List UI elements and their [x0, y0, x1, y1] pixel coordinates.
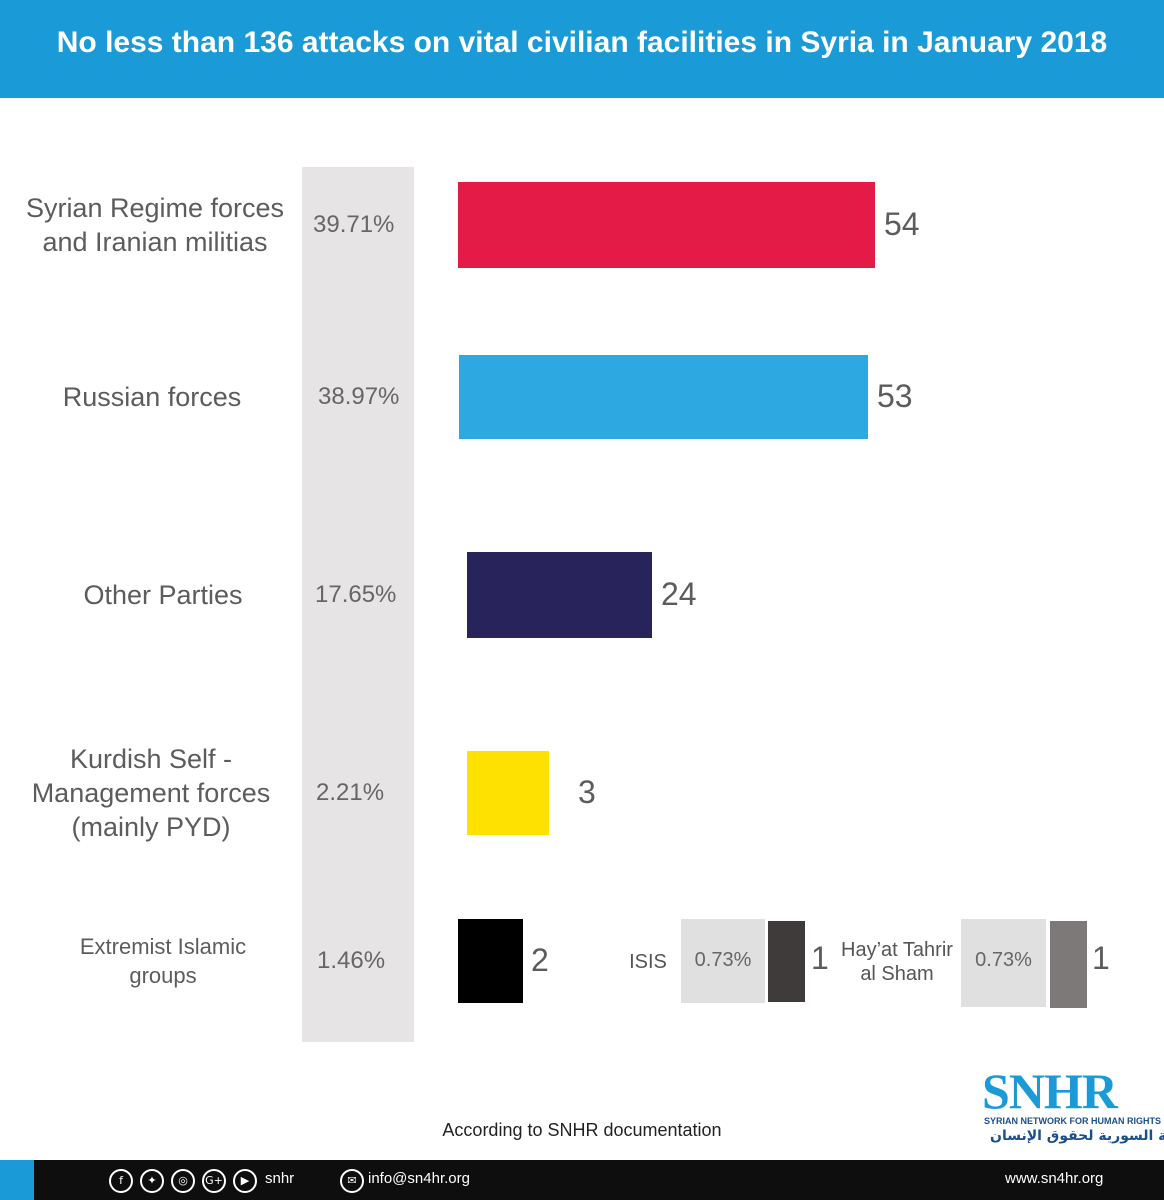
breakdown-value-label: 1	[1092, 940, 1110, 976]
email-link[interactable]: info@sn4hr.org	[368, 1170, 470, 1187]
percentage-label: 2.21%	[316, 779, 385, 806]
facebook-icon[interactable]: f	[109, 1169, 133, 1193]
category-label-line: and Iranian militias	[42, 227, 268, 257]
breakdown-percentage-box: 0.73%	[961, 919, 1046, 1007]
category-label-line: Kurdish Self -	[69, 744, 233, 774]
social-handle[interactable]: snhr	[265, 1170, 295, 1187]
email-icon: ✉	[340, 1169, 364, 1193]
breakdown-percentage: 0.73%	[694, 949, 752, 971]
twitter-icon[interactable]: ✦	[140, 1169, 164, 1193]
percentage-label: 1.46%	[317, 947, 386, 974]
value-label: 3	[578, 774, 596, 810]
category-label-line: Syrian Regime forces	[25, 193, 285, 223]
breakdown-label: Hay’at Tahrir al Sham	[832, 938, 962, 986]
category-label: Russian forces	[2, 380, 302, 414]
bar	[467, 552, 652, 638]
bar	[467, 751, 549, 835]
bar	[458, 182, 875, 268]
breakdown-label-line: Hay’at Tahrir	[841, 939, 953, 961]
breakdown-label: ISIS	[603, 950, 693, 974]
percentage-column	[302, 167, 414, 1042]
header-banner: No less than 136 attacks on vital civili…	[0, 0, 1164, 98]
category-label: Syrian Regime forces and Iranian militias	[5, 191, 305, 259]
category-label-line: Russian forces	[62, 382, 242, 412]
percentage-label: 17.65%	[315, 581, 397, 608]
bar	[458, 919, 523, 1003]
chart-title: No less than 136 attacks on vital civili…	[56, 26, 1108, 59]
percentage-label: 38.97%	[318, 383, 400, 410]
value-label: 54	[884, 206, 920, 242]
google-plus-icon[interactable]: G+	[202, 1169, 226, 1193]
breakdown-value-label: 1	[811, 940, 829, 976]
breakdown-label-line: al Sham	[860, 963, 934, 985]
breakdown-percentage: 0.73%	[975, 949, 1032, 971]
logo-subtitle: SYRIAN NETWORK FOR HUMAN RIGHTS	[984, 1116, 1161, 1126]
website-link[interactable]: www.sn4hr.org	[1005, 1170, 1104, 1187]
category-label-line: Management forces	[31, 778, 271, 808]
percentage-label: 39.71%	[313, 211, 395, 238]
value-label: 24	[661, 576, 697, 612]
category-label-line: Extremist Islamic	[79, 934, 247, 959]
logo-wordmark: SNHR	[982, 1063, 1118, 1119]
logo-arabic: الشبكة السورية لحقوق الإنسان	[990, 1128, 1164, 1144]
youtube-icon[interactable]: ▶	[233, 1169, 257, 1193]
breakdown-bar	[768, 921, 805, 1002]
category-label-line: groups	[129, 963, 197, 988]
category-label-line: (mainly PYD)	[71, 812, 231, 842]
value-label: 53	[877, 378, 913, 414]
breakdown-percentage-box: 0.73%	[681, 919, 765, 1003]
breakdown-bar	[1050, 921, 1087, 1008]
snhr-logo: SNHR SYRIAN NETWORK FOR HUMAN RIGHTS الش…	[982, 1062, 1164, 1147]
category-label-line: Other Parties	[83, 580, 243, 610]
category-label: Extremist Islamic groups	[13, 932, 313, 990]
bar	[459, 355, 868, 439]
source-note: According to SNHR documentation	[442, 1120, 722, 1140]
breakdown-label-line: ISIS	[629, 951, 667, 973]
footer-corner-decoration	[0, 1160, 34, 1200]
category-label: Kurdish Self - Management forces (mainly P…	[1, 742, 301, 844]
instagram-icon[interactable]: ◎	[171, 1169, 195, 1193]
category-label: Other Parties	[13, 578, 313, 612]
value-label: 2	[531, 942, 549, 978]
